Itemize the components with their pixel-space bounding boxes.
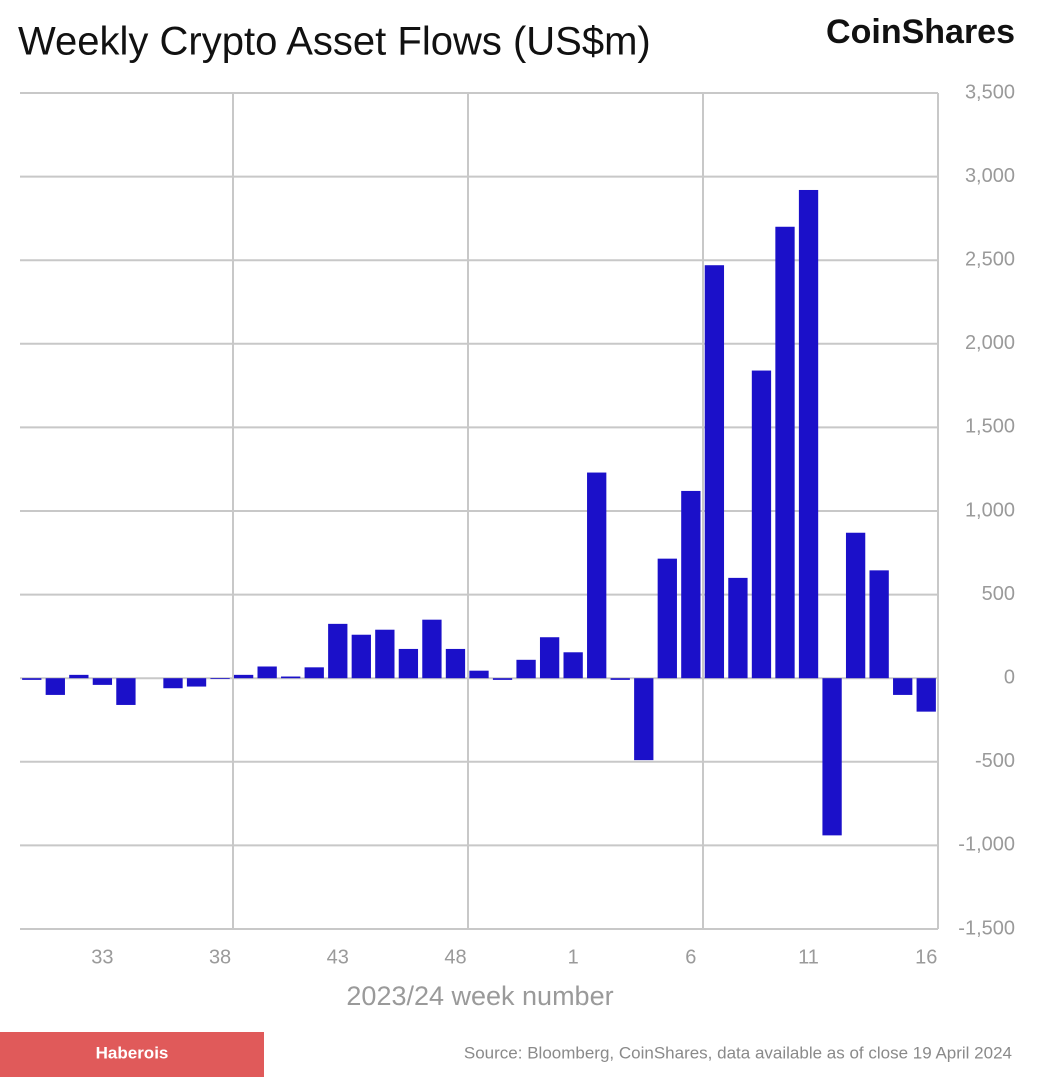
- bar: [422, 619, 442, 679]
- bar: [610, 678, 630, 680]
- y-tick-label: -500: [975, 750, 1015, 772]
- y-tick-label: -1,500: [958, 917, 1015, 939]
- y-tick-label: -1,000: [958, 834, 1015, 856]
- y-tick-label: 0: [1004, 666, 1015, 688]
- bar: [92, 678, 113, 685]
- bar: [45, 678, 65, 695]
- bar: [751, 370, 772, 679]
- bar: [304, 667, 324, 679]
- bar: [634, 678, 654, 761]
- bar: [916, 678, 936, 712]
- bar: [539, 637, 560, 679]
- bar: [704, 265, 725, 679]
- bar: [69, 674, 89, 679]
- y-tick-label: 3,000: [965, 165, 1015, 187]
- bar: [22, 678, 42, 680]
- bar: [281, 676, 301, 679]
- x-tick-label: 11: [798, 946, 819, 968]
- x-tick-label: 48: [444, 946, 466, 968]
- bar: [210, 678, 230, 680]
- bar: [516, 659, 536, 679]
- y-tick-label: 1,500: [965, 416, 1015, 438]
- bar: [822, 678, 842, 836]
- bar: [563, 652, 583, 679]
- bar: [398, 648, 419, 679]
- bar: [445, 648, 466, 679]
- bar: [728, 577, 748, 679]
- bar: [257, 666, 277, 679]
- x-tick-label: 16: [915, 946, 937, 968]
- x-tick-label: 6: [685, 946, 696, 968]
- bar: [351, 634, 371, 679]
- x-tick-label: 1: [568, 946, 579, 968]
- bar: [163, 678, 183, 689]
- bar: [116, 678, 136, 705]
- watermark-box: [0, 1032, 264, 1077]
- chart-title: Weekly Crypto Asset Flows (US$m): [18, 20, 651, 64]
- y-tick-label: 3,500: [965, 81, 1015, 103]
- bar: [845, 532, 866, 679]
- bar: [492, 678, 513, 680]
- x-axis-label: 2023/24 week number: [346, 981, 613, 1011]
- bar: [657, 558, 677, 679]
- bar: [775, 226, 795, 679]
- y-tick-label: 500: [982, 583, 1015, 605]
- y-tick-label: 2,000: [965, 332, 1015, 354]
- x-tick-label: 33: [91, 946, 113, 968]
- bar: [375, 629, 395, 679]
- bar: [233, 674, 254, 679]
- x-tick-label: 38: [209, 946, 231, 968]
- watermark: Haberois: [96, 1043, 169, 1062]
- bar: [587, 472, 607, 679]
- bar: [328, 623, 348, 679]
- bar: [798, 189, 819, 679]
- source-note: Source: Bloomberg, CoinShares, data avai…: [464, 1043, 1012, 1062]
- y-tick-label: 1,000: [965, 499, 1015, 521]
- x-tick-label: 43: [327, 946, 349, 968]
- bar: [681, 490, 701, 679]
- bar: [469, 670, 489, 679]
- bar: [186, 678, 207, 687]
- bar: [869, 570, 889, 679]
- brand-logo: CoinShares: [826, 13, 1015, 51]
- bar: [893, 678, 913, 695]
- y-tick-label: 2,500: [965, 248, 1015, 270]
